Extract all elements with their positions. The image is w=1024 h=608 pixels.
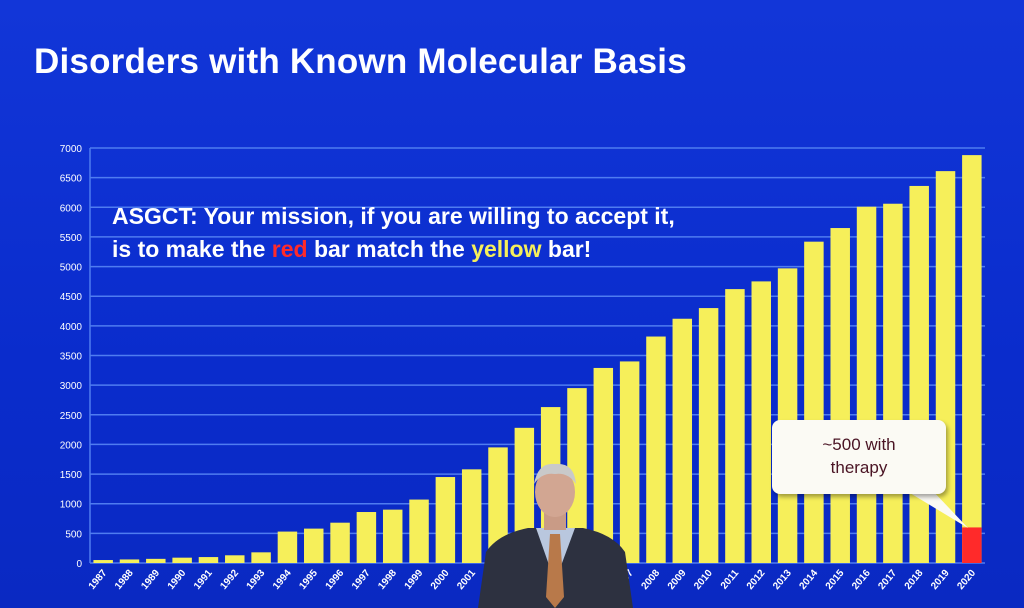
- bar-2011: [725, 289, 745, 563]
- annotation-line-2: is to make the red bar match the yellow …: [112, 233, 675, 266]
- y-tick-label: 4000: [60, 322, 83, 333]
- therapy-callout: ~500 with therapy: [772, 420, 946, 494]
- y-tick-label: 5500: [60, 233, 83, 244]
- bar-2002: [488, 447, 508, 563]
- bar-2020: [962, 155, 982, 563]
- callout-line-2: therapy: [830, 458, 888, 477]
- y-tick-label: 6000: [60, 203, 83, 214]
- annotation-yellow-word: yellow: [471, 236, 542, 262]
- bar-1999: [409, 499, 429, 563]
- annotation-text: bar!: [541, 236, 592, 262]
- chart-annotation: ASGCT: Your mission, if you are willing …: [112, 200, 675, 266]
- highlight-bar-2020: [962, 527, 982, 563]
- callout-line-1: ~500 with: [822, 435, 896, 454]
- annotation-text: is to make the: [112, 236, 272, 262]
- bar-2010: [698, 308, 719, 563]
- bar-1988: [119, 559, 140, 563]
- y-tick-label: 1000: [60, 500, 83, 511]
- annotation-red-word: red: [271, 236, 308, 262]
- y-tick-label: 7000: [60, 144, 83, 155]
- y-tick-label: 2500: [60, 411, 83, 422]
- bar-1990: [172, 557, 192, 563]
- bar-1994: [277, 531, 298, 563]
- bar-1991: [198, 557, 219, 563]
- y-tick-label: 6500: [60, 174, 83, 185]
- y-tick-label: 2000: [60, 440, 83, 451]
- bar-1989: [146, 558, 166, 563]
- slide-title: Disorders with Known Molecular Basis: [34, 42, 687, 81]
- annotation-text: bar match the: [307, 236, 472, 262]
- bar-1998: [382, 509, 403, 563]
- bar-1996: [330, 522, 350, 563]
- y-tick-label: 0: [76, 559, 82, 570]
- bar-2012: [751, 281, 771, 563]
- speaker-figure: [478, 463, 633, 608]
- annotation-line-1: ASGCT: Your mission, if you are willing …: [112, 203, 675, 229]
- y-tick-label: 4500: [60, 292, 83, 303]
- y-tick-label: 1500: [60, 470, 83, 481]
- bar-1993: [251, 552, 271, 563]
- bar-2005: [567, 388, 587, 563]
- bar-2009: [672, 318, 693, 563]
- bar-2000: [435, 477, 456, 563]
- y-tick-label: 3500: [60, 352, 83, 363]
- y-tick-label: 3000: [60, 381, 83, 392]
- bar-1992: [225, 555, 245, 563]
- bar-1997: [356, 512, 377, 563]
- bar-2008: [646, 336, 666, 563]
- y-tick-label: 5000: [60, 263, 83, 274]
- bar-2006: [593, 367, 614, 563]
- bar-1995: [304, 528, 324, 563]
- y-tick-label: 500: [65, 529, 82, 540]
- bar-2007: [619, 361, 640, 563]
- bar-2001: [461, 469, 482, 563]
- bar-1987: [93, 560, 113, 563]
